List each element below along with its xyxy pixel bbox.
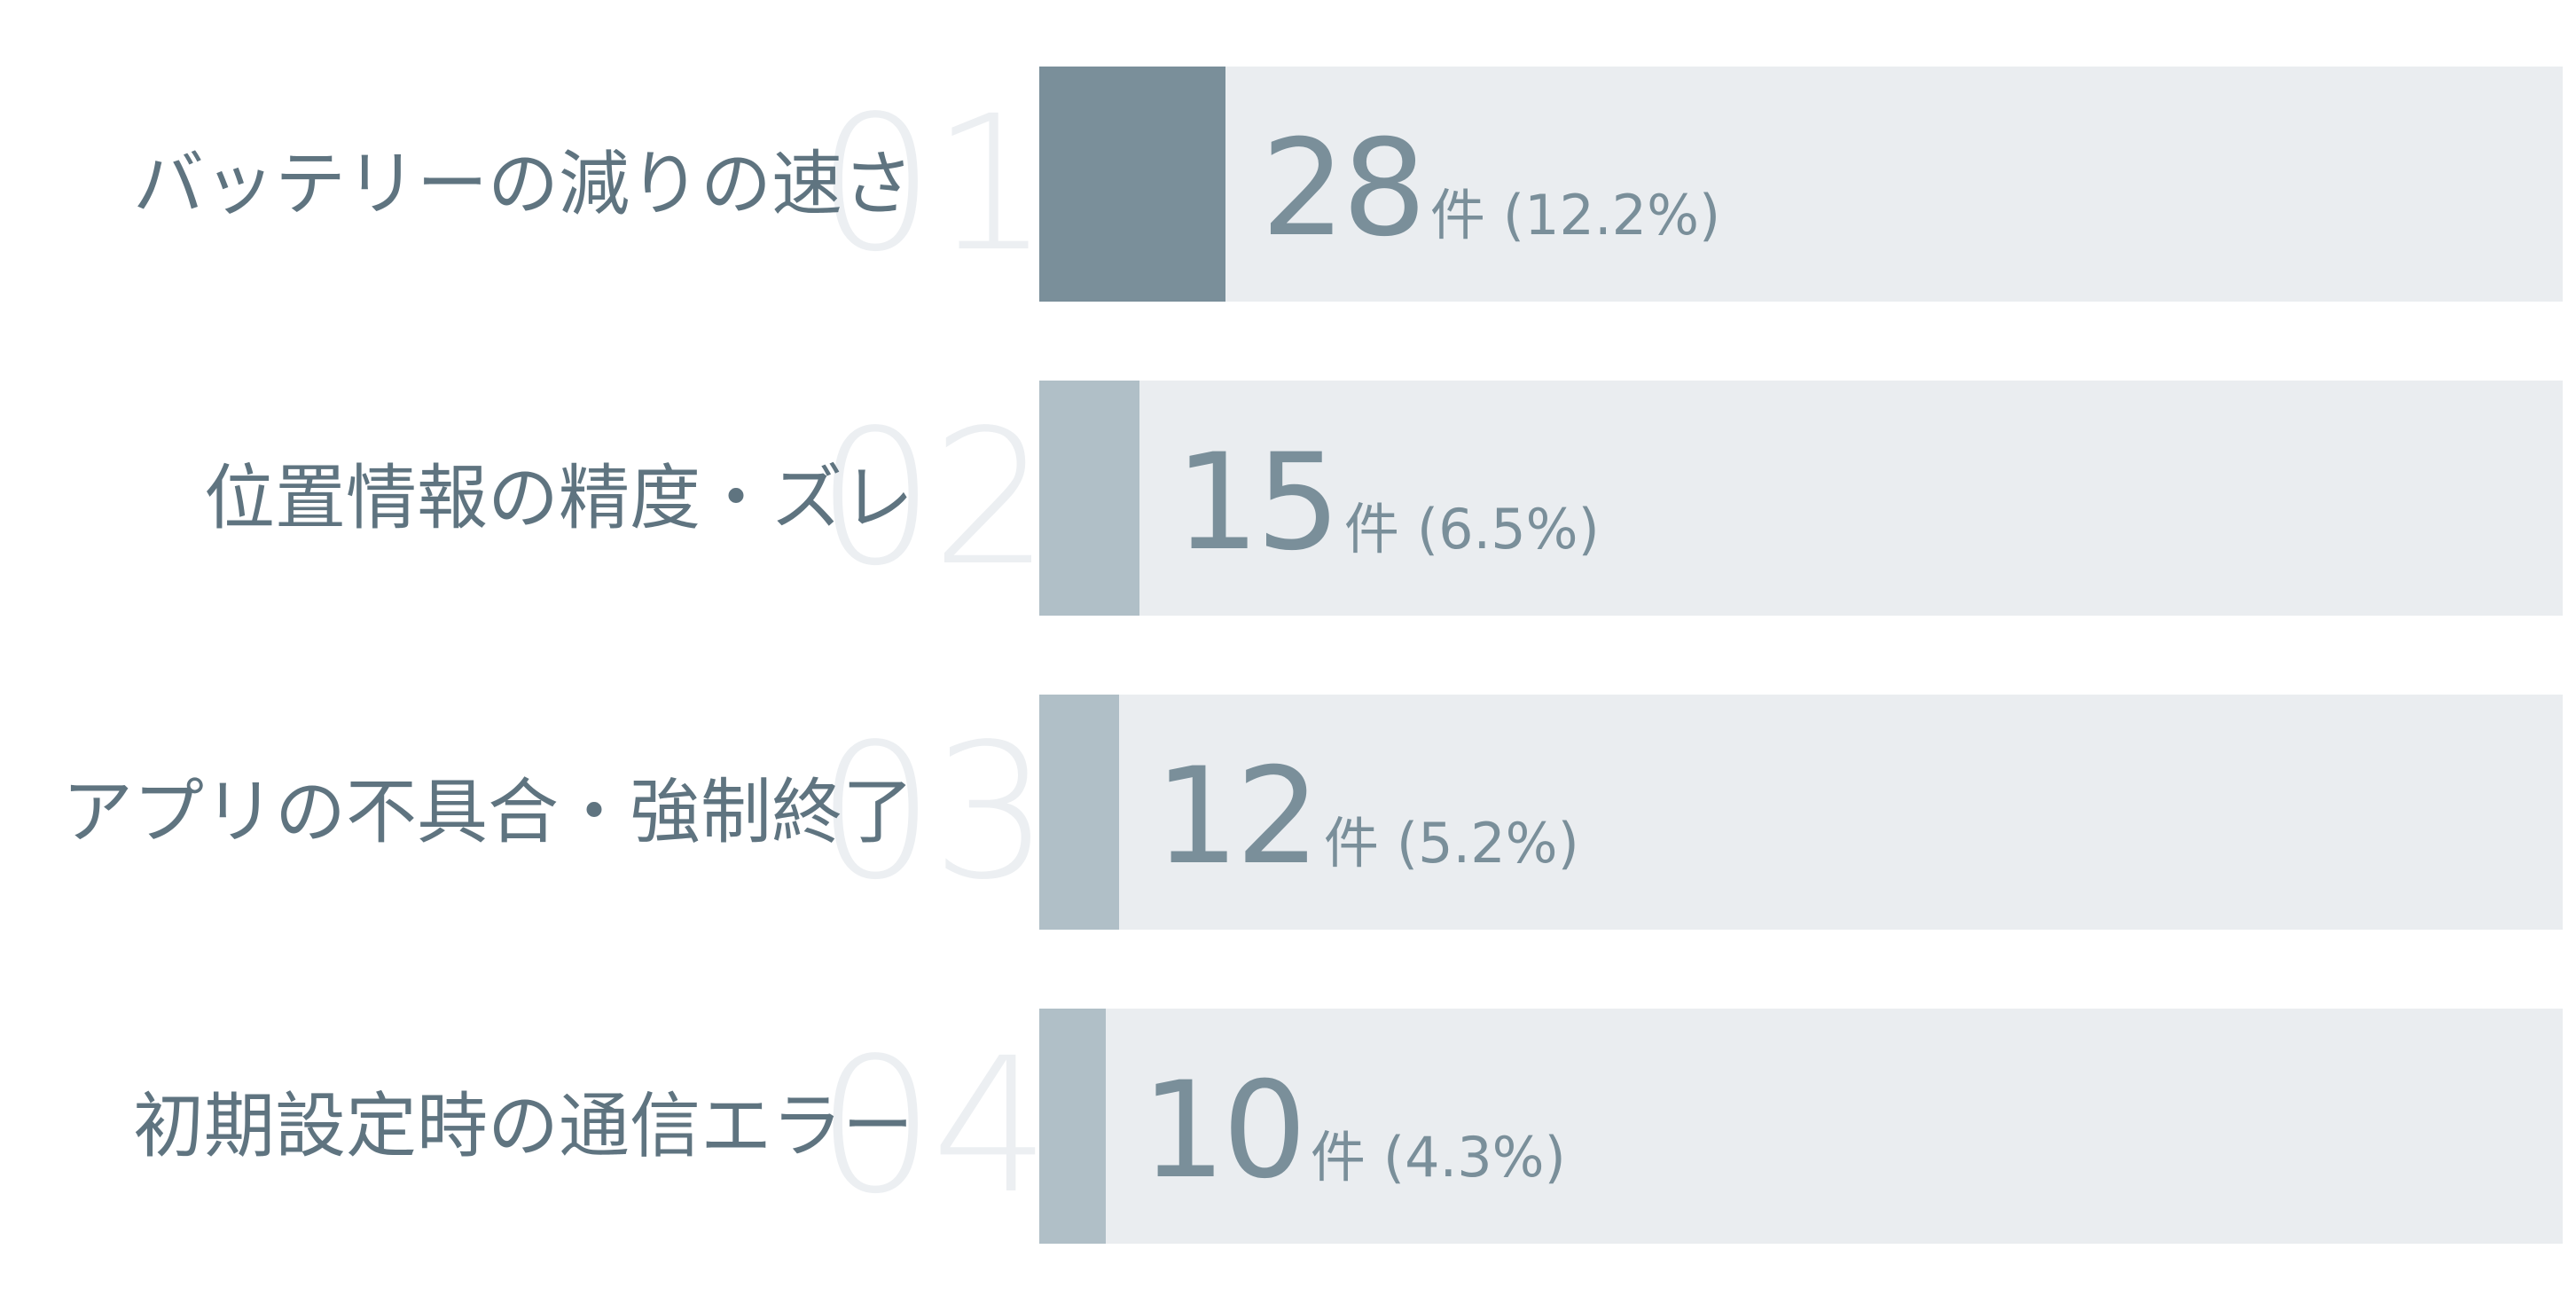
- rank-number: 04: [816, 1017, 1050, 1235]
- value-count: 28: [1261, 112, 1427, 266]
- data-label: 28 件 (12.2%): [1261, 112, 1720, 266]
- bar-row: 01 バッテリーの減りの速さ 28 件 (12.2%): [0, 67, 2576, 302]
- value-percent: (5.2%): [1396, 811, 1579, 876]
- bar-row: 02 位置情報の精度・ズレ 15 件 (6.5%): [0, 381, 2576, 616]
- bar-track: 28 件 (12.2%): [1039, 67, 2563, 302]
- bar-row: 04 初期設定時の通信エラー 10 件 (4.3%): [0, 1009, 2576, 1244]
- value-count: 15: [1175, 426, 1341, 580]
- value-count: 12: [1155, 740, 1320, 894]
- value-count: 10: [1141, 1054, 1307, 1208]
- data-label: 15 件 (6.5%): [1175, 426, 1600, 580]
- category-label: バッテリーの減りの速さ: [133, 143, 913, 225]
- value-unit: 件: [1429, 183, 1485, 247]
- bar: [1039, 67, 1225, 302]
- category-label: 初期設定時の通信エラー: [133, 1085, 913, 1167]
- bar-track: 10 件 (4.3%): [1039, 1009, 2563, 1244]
- bar: [1039, 695, 1119, 930]
- bar-track: 12 件 (5.2%): [1039, 695, 2563, 930]
- rank-number: 02: [816, 389, 1050, 607]
- value-percent: (6.5%): [1416, 497, 1600, 562]
- value-percent: (12.2%): [1502, 183, 1721, 247]
- bar: [1039, 1009, 1106, 1244]
- bar-track: 15 件 (6.5%): [1039, 381, 2563, 616]
- value-unit: 件: [1323, 811, 1379, 876]
- data-label: 10 件 (4.3%): [1141, 1054, 1566, 1208]
- bar: [1039, 381, 1139, 616]
- category-label: アプリの不具合・強制終了: [62, 771, 913, 853]
- category-label: 位置情報の精度・ズレ: [204, 457, 913, 539]
- data-label: 12 件 (5.2%): [1155, 740, 1579, 894]
- value-unit: 件: [1343, 497, 1399, 562]
- bar-row: 03 アプリの不具合・強制終了 12 件 (5.2%): [0, 695, 2576, 930]
- value-percent: (4.3%): [1382, 1125, 1566, 1190]
- rank-number: 03: [816, 703, 1050, 921]
- value-unit: 件: [1310, 1125, 1366, 1190]
- rank-number: 01: [816, 75, 1050, 293]
